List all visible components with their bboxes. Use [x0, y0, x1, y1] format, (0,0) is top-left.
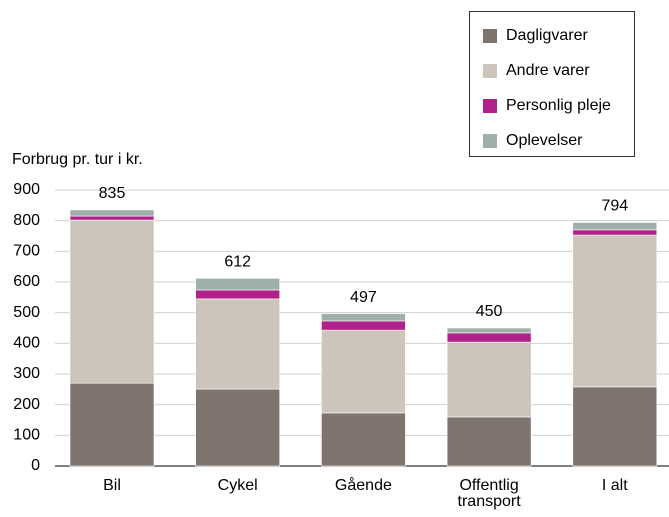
bar-segment	[69, 382, 155, 467]
x-tick-label: Bil	[103, 477, 121, 494]
total-label: 497	[350, 289, 377, 306]
bar-segment	[446, 327, 532, 334]
y-tick-label: 800	[13, 212, 40, 229]
bar-segment	[195, 289, 280, 300]
legend-swatch	[483, 29, 497, 43]
bar-segment	[572, 222, 658, 231]
total-label: 835	[99, 185, 126, 202]
legend-label: Andre varer	[506, 62, 590, 79]
legend-label: Dagligvarer	[506, 27, 588, 44]
y-tick-label: 600	[13, 273, 40, 290]
bar-segment	[446, 332, 532, 343]
y-axis-label: Forbrug pr. tur i kr.	[12, 151, 143, 168]
y-tick-label: 300	[13, 365, 40, 382]
y-tick-label: 100	[13, 427, 40, 444]
bar-segment	[321, 329, 406, 414]
total-label: 612	[224, 254, 251, 271]
legend-swatch	[483, 99, 497, 113]
bar-segment	[321, 313, 406, 322]
legend-label: Personlig pleje	[506, 97, 611, 114]
bar-segment	[321, 320, 406, 331]
x-tick-label: Cykel	[217, 477, 258, 494]
bar-segment	[69, 219, 155, 384]
bar-segment	[69, 215, 155, 221]
bar-segment	[195, 298, 280, 390]
legend-swatch	[483, 134, 497, 148]
total-label: 794	[601, 198, 628, 215]
y-tick-label: 900	[13, 181, 40, 198]
legend-label: Oplevelser	[506, 132, 583, 149]
x-tick-label: I alt	[601, 477, 628, 494]
bar-segment	[572, 229, 658, 236]
x-tick-label: Gående	[334, 477, 392, 494]
y-tick-label: 400	[13, 335, 40, 352]
y-tick-label: 500	[13, 304, 40, 321]
bar-segment	[446, 341, 532, 418]
y-tick-label: 700	[13, 243, 40, 260]
legend-swatch	[483, 64, 497, 78]
total-label: 450	[476, 303, 503, 320]
bar-segment	[572, 386, 658, 467]
bar-segment	[572, 234, 658, 388]
x-tick-label: Offentlig transport	[457, 477, 521, 510]
y-tick-label: 200	[13, 396, 40, 413]
bar-segment	[446, 416, 532, 467]
bar-segment	[195, 388, 280, 467]
y-tick-label: 0	[31, 457, 40, 474]
bar-segment	[321, 412, 406, 467]
bar-segment	[69, 209, 155, 217]
bar-segment	[195, 278, 280, 291]
